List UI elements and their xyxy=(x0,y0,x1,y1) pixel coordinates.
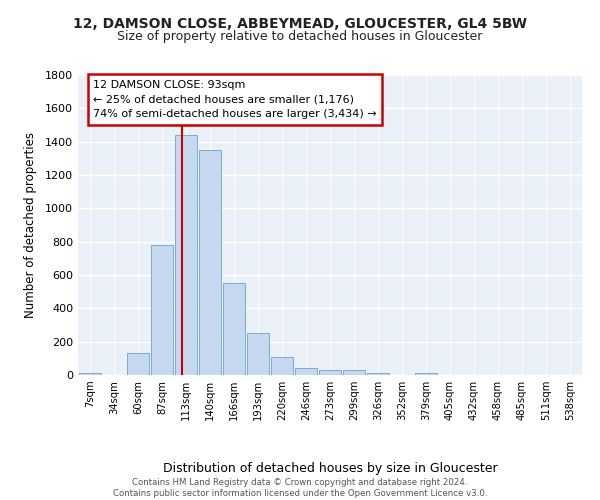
Y-axis label: Number of detached properties: Number of detached properties xyxy=(23,132,37,318)
Bar xyxy=(343,370,365,375)
Text: Contains HM Land Registry data © Crown copyright and database right 2024.
Contai: Contains HM Land Registry data © Crown c… xyxy=(113,478,487,498)
Text: Size of property relative to detached houses in Gloucester: Size of property relative to detached ho… xyxy=(118,30,482,43)
Text: 12, DAMSON CLOSE, ABBEYMEAD, GLOUCESTER, GL4 5BW: 12, DAMSON CLOSE, ABBEYMEAD, GLOUCESTER,… xyxy=(73,18,527,32)
Bar xyxy=(415,374,437,375)
Bar xyxy=(199,150,221,375)
Bar xyxy=(127,354,149,375)
Bar xyxy=(319,370,341,375)
Bar xyxy=(79,374,101,375)
Bar xyxy=(175,135,197,375)
Bar xyxy=(151,245,173,375)
X-axis label: Distribution of detached houses by size in Gloucester: Distribution of detached houses by size … xyxy=(163,462,497,475)
Bar xyxy=(223,284,245,375)
Text: 12 DAMSON CLOSE: 93sqm
← 25% of detached houses are smaller (1,176)
74% of semi-: 12 DAMSON CLOSE: 93sqm ← 25% of detached… xyxy=(93,80,377,119)
Bar xyxy=(295,368,317,375)
Bar xyxy=(247,334,269,375)
Bar xyxy=(367,374,389,375)
Bar xyxy=(271,356,293,375)
